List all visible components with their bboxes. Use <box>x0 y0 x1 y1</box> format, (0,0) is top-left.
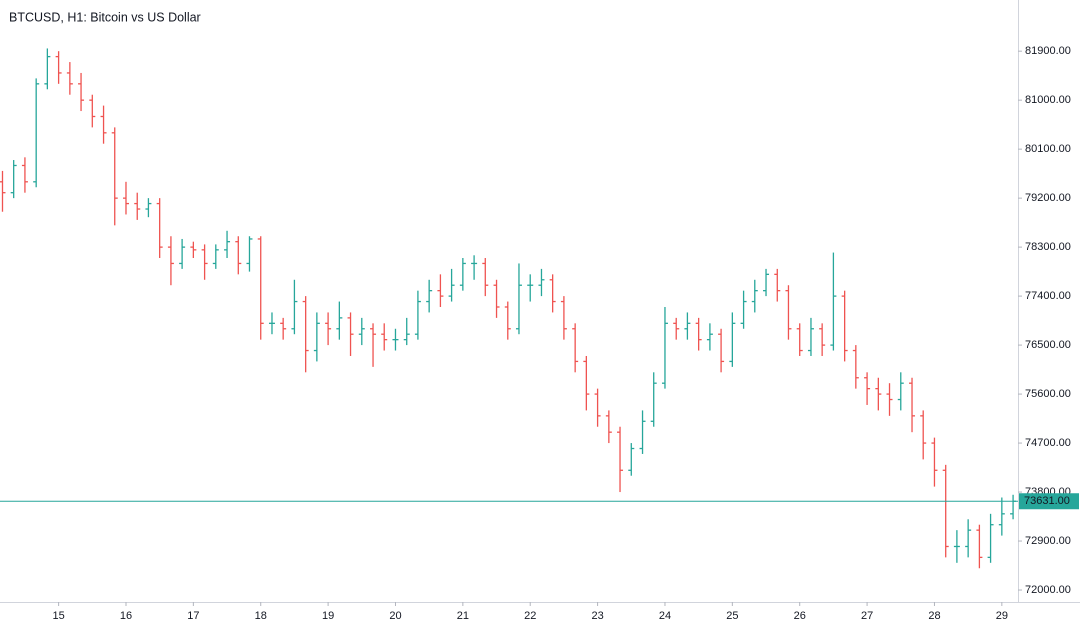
x-tick-label: 22 <box>524 610 536 622</box>
x-tick-label: 21 <box>457 610 469 622</box>
plot <box>0 48 1017 569</box>
y-tick-label: 72000.00 <box>1025 584 1071 596</box>
x-tick-label: 16 <box>120 610 132 622</box>
price-label-box <box>1019 493 1079 510</box>
x-tick-label: 25 <box>726 610 738 622</box>
y-tick-label: 81000.00 <box>1025 94 1071 106</box>
x-tick-label: 15 <box>52 610 64 622</box>
y-tick-label: 80100.00 <box>1025 143 1071 155</box>
y-tick-label: 78300.00 <box>1025 241 1071 253</box>
x-tick-label: 23 <box>591 610 603 622</box>
x-tick-label: 29 <box>996 610 1008 622</box>
x-tick-label: 20 <box>389 610 401 622</box>
y-tick-label: 79200.00 <box>1025 192 1071 204</box>
x-tick-label: 19 <box>322 610 334 622</box>
y-tick-label: 81900.00 <box>1025 45 1071 57</box>
y-tick-label: 74700.00 <box>1025 437 1071 449</box>
x-tick-label: 18 <box>255 610 267 622</box>
x-tick-label: 24 <box>659 610 671 622</box>
x-tick-label: 28 <box>928 610 940 622</box>
chart-title: BTCUSD, H1: Bitcoin vs US Dollar <box>9 10 201 24</box>
y-tick-label: 75600.00 <box>1025 388 1071 400</box>
x-tick-label: 26 <box>794 610 806 622</box>
x-tick-label: 17 <box>187 610 199 622</box>
x-tick-label: 27 <box>861 610 873 622</box>
y-tick-label: 76500.00 <box>1025 339 1071 351</box>
y-tick-label: 72900.00 <box>1025 535 1071 547</box>
y-tick-label: 77400.00 <box>1025 290 1071 302</box>
price-label: 73631.00 <box>1024 495 1070 507</box>
